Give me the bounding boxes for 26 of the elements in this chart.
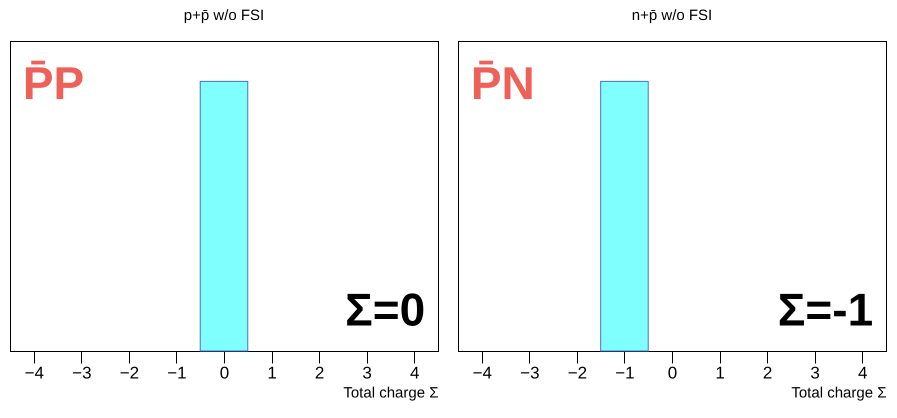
x-tick-label: 3 — [810, 364, 820, 382]
x-tick-label: 3 — [362, 364, 372, 382]
x-tick-label: 4 — [410, 364, 420, 382]
x-tick-label: −2 — [568, 364, 588, 382]
x-tick-label: 1 — [267, 364, 277, 382]
annotation: Σ=-1 — [778, 284, 874, 336]
x-tick-label: 2 — [314, 364, 324, 382]
x-tick-label: 4 — [858, 364, 868, 382]
annotation: P̄N — [470, 57, 535, 110]
x-tick-label: 0 — [220, 364, 230, 382]
x-axis-title: Total charge Σ — [343, 384, 438, 402]
x-tick-label: −4 — [24, 364, 44, 382]
x-tick-label: 1 — [715, 364, 725, 382]
x-tick-label: −1 — [167, 364, 187, 382]
x-axis-title: Total charge Σ — [791, 384, 886, 402]
x-tick-label: −4 — [472, 364, 492, 382]
annotation: P̄P — [22, 57, 84, 110]
x-tick-label: 0 — [668, 364, 678, 382]
x-tick-label: 2 — [762, 364, 772, 382]
x-tick-label: −2 — [120, 364, 140, 382]
annotation: Σ=0 — [345, 284, 426, 336]
x-tick-label: −3 — [72, 364, 92, 382]
x-tick-label: −1 — [615, 364, 635, 382]
chart-title: p+p̄ w/o FSI — [184, 7, 264, 24]
chart-title: n+p̄ w/o FSI — [632, 7, 712, 24]
x-tick-label: −3 — [520, 364, 540, 382]
